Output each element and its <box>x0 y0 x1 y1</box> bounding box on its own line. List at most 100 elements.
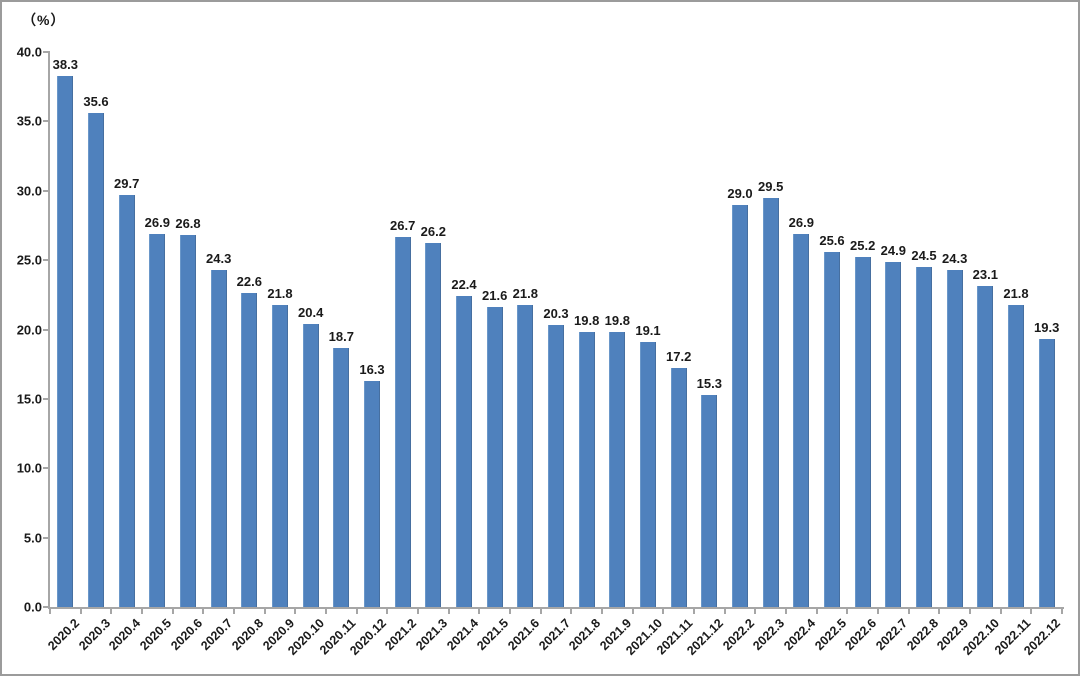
x-axis-tick <box>171 609 174 614</box>
x-axis-tick <box>999 609 1002 614</box>
bar-value-label: 26.9 <box>144 214 170 230</box>
x-axis-category-label: 2020.3 <box>75 616 113 653</box>
x-axis-tick <box>662 609 665 614</box>
y-axis-tick <box>43 397 49 400</box>
x-axis-category-label: 2021.3 <box>413 616 451 653</box>
y-axis-tick <box>43 51 49 53</box>
y-axis-tick-label: 25.0 <box>16 252 42 268</box>
x-axis-category-label: 2020.5 <box>137 616 175 653</box>
bar-value-label: 20.3 <box>543 306 569 322</box>
x-axis-category-label: 2022.4 <box>781 616 819 653</box>
x-axis-tick <box>386 609 389 614</box>
bar <box>916 267 932 607</box>
bar-value-label: 38.3 <box>52 56 78 72</box>
y-axis-tick-label: 35.0 <box>16 113 42 129</box>
bar-value-label: 29.5 <box>758 178 784 194</box>
x-axis-category-label: 2022.8 <box>903 616 941 653</box>
y-axis-tick-label: 30.0 <box>16 183 42 199</box>
bar-value-label: 29.0 <box>727 185 753 201</box>
bar-value-label: 25.2 <box>850 238 876 254</box>
bar <box>1008 304 1024 607</box>
y-axis-tick-label: 40.0 <box>16 44 42 60</box>
x-axis-category-label: 2021.7 <box>535 616 573 653</box>
bar <box>609 332 626 607</box>
x-axis-category-label: 2021.5 <box>474 616 512 653</box>
bar-value-label: 25.6 <box>819 232 845 248</box>
x-axis-tick <box>110 609 113 614</box>
bar <box>456 296 472 607</box>
x-axis-tick <box>907 609 910 614</box>
bar <box>333 347 350 607</box>
x-axis-tick <box>141 609 143 614</box>
bar <box>670 368 687 607</box>
x-axis-category-label: 2021.8 <box>566 616 604 653</box>
x-axis-tick <box>693 609 695 614</box>
bar-value-label: 24.3 <box>942 250 968 266</box>
bar-value-label: 21.8 <box>1003 285 1029 301</box>
x-axis-tick <box>815 609 818 614</box>
bar-value-label: 24.3 <box>206 250 232 266</box>
bar-value-label: 21.6 <box>482 288 508 304</box>
bar <box>517 304 534 607</box>
x-axis-tick <box>570 609 573 614</box>
bar <box>640 341 656 607</box>
bar-value-label: 19.8 <box>574 313 600 329</box>
x-axis-tick <box>294 609 297 614</box>
bar <box>302 323 319 607</box>
bar-value-label: 24.9 <box>880 242 906 258</box>
x-axis-tick <box>509 609 511 614</box>
x-axis-category-label: 2020.6 <box>167 616 205 653</box>
bar <box>1038 339 1055 607</box>
x-axis-tick <box>79 609 82 614</box>
bar <box>272 304 288 607</box>
y-axis-tick <box>43 536 49 539</box>
y-axis-tick-label: 15.0 <box>16 391 42 407</box>
bar-value-label: 15.3 <box>696 375 722 391</box>
bar <box>732 204 748 607</box>
x-axis-tick <box>355 609 358 614</box>
x-axis-tick <box>1030 609 1033 614</box>
x-axis-category-label: 2021.4 <box>443 616 481 653</box>
bar-value-label: 23.1 <box>972 267 998 283</box>
bar <box>977 286 994 607</box>
bar-value-label: 26.7 <box>390 217 416 233</box>
y-axis-tick <box>43 328 49 331</box>
x-axis-category-label: 2021.2 <box>382 616 420 653</box>
x-axis-category-label: 2022.6 <box>842 616 880 653</box>
y-axis-tick <box>43 120 49 123</box>
bar-value-label: 19.1 <box>635 322 661 338</box>
x-axis-tick <box>1061 609 1063 614</box>
bar-value-label: 19.8 <box>604 313 630 329</box>
bar <box>210 269 227 607</box>
x-axis-tick <box>478 609 481 614</box>
x-axis-tick <box>233 609 235 614</box>
x-axis-tick <box>601 609 603 614</box>
x-axis-tick <box>846 609 849 614</box>
x-axis-line <box>48 607 1064 609</box>
y-axis-tick <box>43 606 49 608</box>
bar <box>762 197 779 607</box>
bar-value-label: 26.2 <box>420 224 446 240</box>
bar <box>394 236 411 607</box>
y-axis-tick <box>43 259 49 262</box>
x-axis-category-label: 2022.7 <box>873 616 911 653</box>
x-axis-category-label: 2020.8 <box>229 616 267 653</box>
bar <box>885 261 902 607</box>
bar <box>88 113 104 607</box>
x-axis-tick <box>938 609 941 614</box>
bar <box>149 233 166 607</box>
bar <box>946 269 963 607</box>
bar <box>486 307 503 607</box>
x-axis-tick <box>325 609 327 614</box>
y-axis-tick <box>43 189 49 192</box>
bar <box>118 194 135 607</box>
bar-value-label: 26.8 <box>175 216 201 232</box>
x-axis-tick <box>877 609 879 614</box>
x-axis-tick <box>202 609 205 614</box>
bar <box>241 293 258 607</box>
bar-value-label: 26.9 <box>788 214 814 230</box>
bar-value-label: 16.3 <box>359 361 385 377</box>
x-axis-category-label: 2021.6 <box>505 616 543 653</box>
x-axis-tick <box>447 609 450 614</box>
